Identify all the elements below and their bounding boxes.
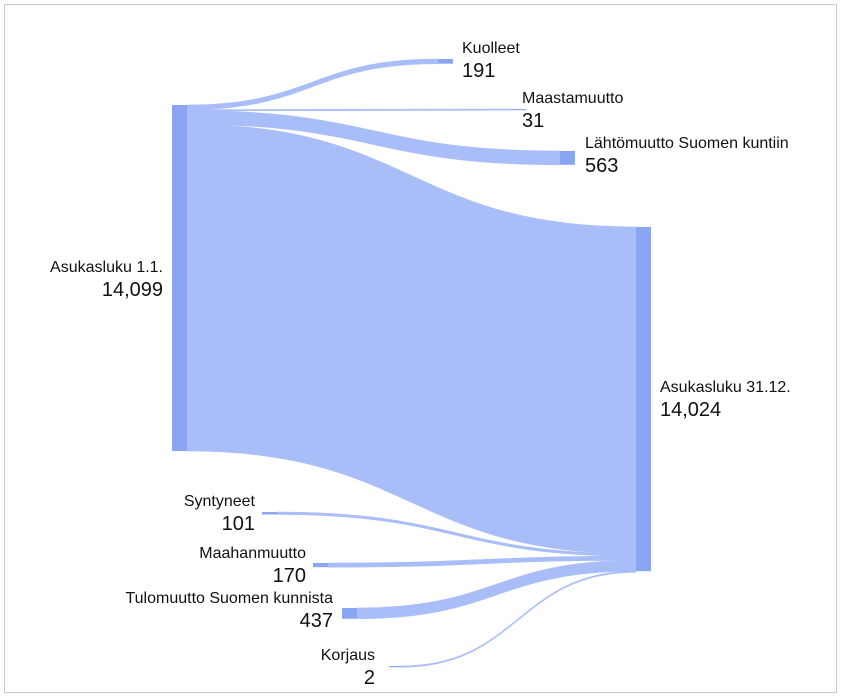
link-start-to-maastamuutto (186, 108, 515, 112)
node-syntyneet (262, 512, 277, 515)
node-start (172, 105, 187, 451)
node-end (636, 227, 651, 572)
value-korjaus: 2 (364, 667, 375, 689)
node-tulomuutto (342, 608, 357, 619)
value-tulomuutto: 437 (300, 610, 333, 632)
labels-layer: Asukasluku 1.1. 14,099 Asukasluku 31.12. 14… (50, 40, 791, 689)
value-lahtomuutto: 563 (585, 155, 618, 177)
node-maahanmuutto (313, 563, 328, 568)
node-kuolleet (438, 59, 453, 64)
label-tulomuutto: Tulomuutto Suomen kunnista (125, 590, 333, 607)
value-syntyneet: 101 (222, 513, 255, 535)
label-lahtomuutto: Lähtömuutto Suomen kuntiin (585, 135, 789, 152)
value-start: 14,099 (102, 279, 163, 301)
link-tulomuutto-to-end (356, 560, 637, 620)
node-maastamuutto (514, 109, 526, 111)
label-syntyneet: Syntyneet (184, 493, 256, 510)
label-kuolleet: Kuolleet (462, 40, 520, 57)
value-maastamuutto: 31 (522, 110, 544, 132)
value-kuolleet: 191 (462, 60, 495, 82)
label-start: Asukasluku 1.1. (50, 259, 163, 276)
node-korjaus (389, 666, 401, 668)
label-korjaus: Korjaus (321, 647, 375, 664)
link-start-to-end (186, 123, 637, 555)
value-maahanmuutto: 170 (273, 565, 306, 587)
value-end: 14,024 (660, 399, 721, 421)
links-layer (186, 58, 637, 668)
label-maahanmuutto: Maahanmuutto (199, 545, 306, 562)
link-korjaus-to-end (400, 570, 637, 668)
nodes-layer (172, 59, 651, 668)
label-end: Asukasluku 31.12. (660, 379, 791, 396)
label-maastamuutto: Maastamuutto (522, 90, 623, 107)
node-lahtomuutto (560, 151, 575, 165)
link-start-to-kuolleet (186, 58, 439, 110)
